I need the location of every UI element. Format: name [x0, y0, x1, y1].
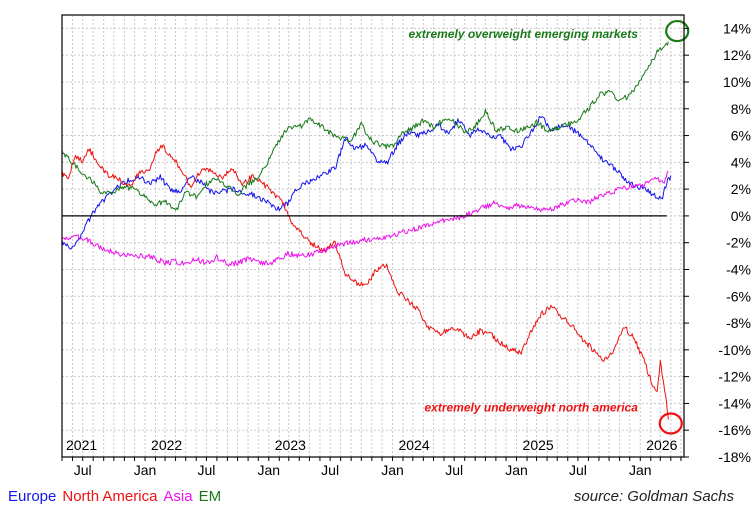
month-label: Jul: [321, 462, 339, 478]
year-label: 2021: [66, 437, 97, 453]
y-tick-label: -4%: [726, 261, 751, 277]
series-line-europe: [61, 115, 672, 250]
y-tick-label: -14%: [718, 395, 751, 411]
y-tick-label: 0%: [731, 208, 751, 224]
y-tick-label: 2%: [731, 181, 751, 197]
y-tick-label: -6%: [726, 288, 751, 304]
legend-europe: Europe: [8, 488, 57, 505]
y-tick-label: 14%: [723, 20, 751, 36]
y-tick-label: -10%: [718, 342, 751, 358]
month-label: Jan: [505, 462, 528, 478]
annotations: extremely overweight emerging markets ext…: [408, 19, 690, 435]
month-label: Jan: [381, 462, 404, 478]
series-line-em: [61, 41, 669, 211]
series-line-asia: [61, 171, 669, 267]
year-label: 2025: [523, 437, 554, 453]
highlight-circle: [658, 412, 683, 435]
y-tick-label: -18%: [718, 449, 751, 465]
y-tick-label: -2%: [726, 235, 751, 251]
month-label: Jul: [197, 462, 215, 478]
y-tick-label: -16%: [718, 422, 751, 438]
y-axis: 14% 12% 10% 8% 6% 4% 2% 0% -2% -4% -6% -8% -10% -12% -…: [684, 20, 751, 465]
y-tick-label: 6%: [731, 128, 751, 144]
month-label: Jul: [74, 462, 92, 478]
month-label: Jan: [629, 462, 652, 478]
plot-frame: [61, 14, 685, 458]
year-label: 2024: [398, 437, 429, 453]
x-axis: 2021 2022 2023 2024 2025 2026 Jul Jan Jul Jan Jul J…: [61, 437, 682, 478]
y-tick-label: 8%: [731, 101, 751, 117]
annotation-text: extremely underweight north america: [424, 400, 638, 414]
month-label: Jul: [445, 462, 463, 478]
grid-lines: [62, 15, 684, 458]
series-line-north-america: [61, 144, 669, 420]
month-label: Jan: [257, 462, 280, 478]
month-label: Jul: [569, 462, 587, 478]
series-lines: [61, 41, 672, 420]
highlight-circle: [665, 19, 690, 43]
source-note: source: Goldman Sachs: [573, 488, 734, 505]
y-tick-label: 4%: [731, 154, 751, 170]
legend-em: EM: [198, 488, 222, 505]
legend: Europe North America Asia EM: [8, 488, 227, 505]
year-label: 2026: [646, 437, 677, 453]
year-label: 2023: [275, 437, 306, 453]
y-tick-label: 10%: [723, 74, 751, 90]
y-tick-label: 12%: [723, 47, 751, 63]
legend-asia: Asia: [163, 488, 193, 505]
y-tick-label: -12%: [718, 369, 751, 385]
legend-north-america: North America: [62, 488, 158, 505]
y-tick-label: -8%: [726, 315, 751, 331]
annotation-text: extremely overweight emerging markets: [408, 27, 638, 41]
year-label: 2022: [151, 437, 182, 453]
month-label: Jan: [134, 462, 157, 478]
